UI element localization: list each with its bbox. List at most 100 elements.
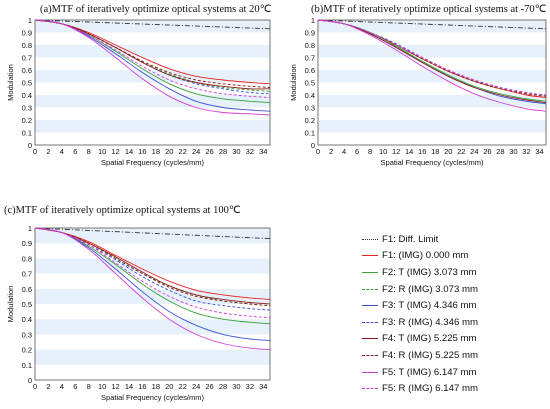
- x-tick-label: 26: [483, 147, 491, 156]
- x-tick-label: 0: [33, 147, 37, 156]
- x-tick-label: 28: [219, 147, 227, 156]
- y-tick-label: 0.1: [22, 129, 32, 138]
- grid-band: [35, 95, 270, 108]
- y-tick-label: 0.4: [22, 315, 32, 324]
- series-line: [317, 19, 547, 102]
- y-tick-label: 0: [311, 141, 315, 150]
- x-tick-label: 14: [405, 147, 413, 156]
- grid-band: [35, 334, 270, 350]
- series-line: [34, 19, 271, 30]
- grid-band: [318, 70, 546, 83]
- legend-label: F1: (IMG) 0.000 mm: [382, 250, 469, 262]
- legend-line-swatch: [362, 255, 378, 257]
- x-axis-label: Spatial Frequency (cycles/mm): [101, 158, 204, 167]
- grid-band: [318, 20, 546, 33]
- x-tick-label: 22: [179, 147, 187, 156]
- grid-band: [35, 107, 270, 120]
- y-tick-label: 0.5: [305, 79, 315, 88]
- x-tick-label: 30: [232, 147, 240, 156]
- grid-band: [35, 32, 270, 45]
- x-tick-label: 2: [46, 382, 50, 391]
- legend-line-swatch: [362, 354, 378, 356]
- grid-bands: [35, 20, 270, 145]
- grid-band: [318, 95, 546, 108]
- series-line: [34, 227, 271, 240]
- grid-band: [318, 120, 546, 133]
- y-tick-label: 0.5: [22, 300, 32, 309]
- x-tick-label: 10: [98, 147, 106, 156]
- x-tick-label: 8: [87, 382, 91, 391]
- mtf-plot-100c: 00.10.20.30.40.50.60.70.80.910 2 4 6 8 10 12 14…: [6, 224, 271, 402]
- x-tick-label: 32: [522, 147, 530, 156]
- x-tick-label: 32: [246, 382, 254, 391]
- legend-label: F3: R (IMG) 4.346 mm: [382, 316, 478, 328]
- x-tick-label: 10: [379, 147, 387, 156]
- grid-band: [318, 107, 546, 120]
- y-tick-label: 0.6: [305, 66, 315, 75]
- series-line: [34, 227, 271, 319]
- x-tick-label: 6: [355, 147, 359, 156]
- x-tick-label: 12: [111, 147, 119, 156]
- legend-label: F2: T (IMG) 3.073 mm: [382, 266, 477, 278]
- grid-band: [35, 243, 270, 259]
- x-tick-label: 30: [232, 382, 240, 391]
- y-tick-label: 0.3: [22, 104, 32, 113]
- legend-line-swatch: [362, 321, 378, 323]
- legend-line-swatch: [362, 388, 378, 390]
- series-line: [34, 227, 271, 341]
- x-tick-label: 24: [192, 382, 200, 391]
- grid-band: [35, 82, 270, 95]
- series-line: [34, 227, 271, 306]
- grid-bands: [35, 228, 270, 380]
- series-line: [317, 19, 547, 30]
- y-tick-label: 0.1: [22, 361, 32, 370]
- y-tick-label: 0.8: [22, 254, 32, 263]
- legend-label: F3: T (IMG) 4.346 mm: [382, 300, 477, 312]
- x-tick-label: 18: [152, 382, 160, 391]
- series-line: [34, 19, 271, 98]
- legend-label: F4: T (IMG) 5.225 mm: [382, 333, 477, 345]
- x-tick-label: 12: [392, 147, 400, 156]
- y-tick-label: 0.7: [22, 270, 32, 279]
- series-line: [317, 19, 547, 112]
- grid-band: [35, 319, 270, 335]
- x-tick-label: 8: [368, 147, 372, 156]
- y-tick-label: 0: [28, 376, 32, 385]
- series-line: [34, 227, 271, 325]
- x-tick-label: 24: [192, 147, 200, 156]
- legend-item: F1: Diff. Limit: [362, 231, 542, 248]
- x-tick-label: 20: [165, 147, 173, 156]
- series-group: [34, 227, 271, 351]
- x-tick-label: 18: [152, 147, 160, 156]
- series-line: [34, 227, 271, 351]
- grid-band: [35, 258, 270, 274]
- legend-line-swatch: [362, 288, 378, 290]
- legend-line-swatch: [362, 371, 378, 373]
- grid-band: [35, 228, 270, 244]
- grid-band: [318, 132, 546, 145]
- x-tick-label: 18: [431, 147, 439, 156]
- x-tick-label: 34: [259, 382, 267, 391]
- series-line: [34, 19, 271, 85]
- x-tick-label: 14: [125, 382, 133, 391]
- series-group: [317, 19, 547, 112]
- x-tick-label: 28: [219, 382, 227, 391]
- grid-band: [35, 288, 270, 304]
- mtf-chart-minus70c: (b)MTF of iteratively optimize optical s…: [281, 0, 550, 195]
- grid-band: [35, 132, 270, 145]
- x-tick-label: 30: [509, 147, 517, 156]
- x-tick-label: 2: [329, 147, 333, 156]
- x-tick-label: 16: [138, 382, 146, 391]
- x-tick-label: 16: [138, 147, 146, 156]
- legend-line-swatch: [362, 271, 378, 273]
- y-axis-label: Modulation: [6, 286, 15, 323]
- y-tick-label: 0.8: [305, 41, 315, 50]
- series-line: [317, 19, 547, 103]
- y-tick-label: 0.2: [22, 116, 32, 125]
- legend-item: F2: R (IMG) 3.073 mm: [362, 281, 542, 298]
- x-axis-label: Spatial Frequency (cycles/mm): [381, 158, 484, 167]
- legend-line-swatch: [362, 305, 378, 307]
- grid-band: [35, 70, 270, 83]
- y-tick-label: 1: [28, 16, 32, 25]
- chart-title: (a)MTF of iteratively optimize optical s…: [40, 4, 272, 15]
